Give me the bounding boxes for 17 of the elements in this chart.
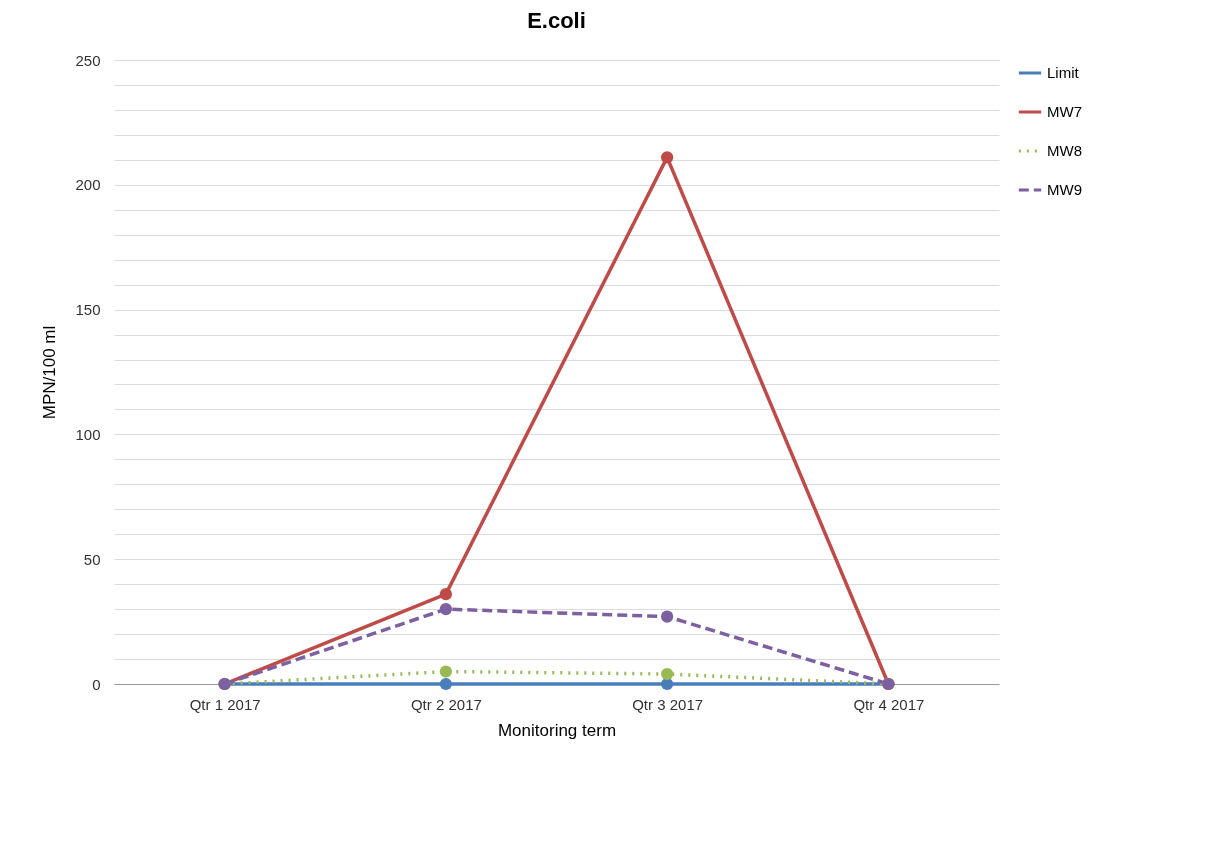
legend-label: MW8 <box>1047 142 1082 159</box>
y-tick-label: 200 <box>75 176 101 194</box>
y-axis-title: MPN/100 ml <box>40 325 60 420</box>
legend-label: Limit <box>1047 64 1080 81</box>
legend-label: MW9 <box>1047 181 1082 198</box>
y-tick-label: 150 <box>75 301 101 319</box>
y-tick-label: 50 <box>83 550 101 568</box>
chart-title: E.coli <box>527 8 586 33</box>
x-tick-label: Qtr 3 2017 <box>632 695 704 713</box>
x-tick-label: Qtr 4 2017 <box>853 695 925 713</box>
y-tick-label: 250 <box>75 51 101 69</box>
legend-label: MW7 <box>1047 103 1082 120</box>
x-axis-title: Monitoring term <box>497 720 617 740</box>
x-tick-label: Qtr 2 2017 <box>410 695 482 713</box>
x-tick-label: Qtr 1 2017 <box>189 695 261 713</box>
y-tick-label: 100 <box>75 425 101 443</box>
y-tick-label: 0 <box>92 675 101 693</box>
